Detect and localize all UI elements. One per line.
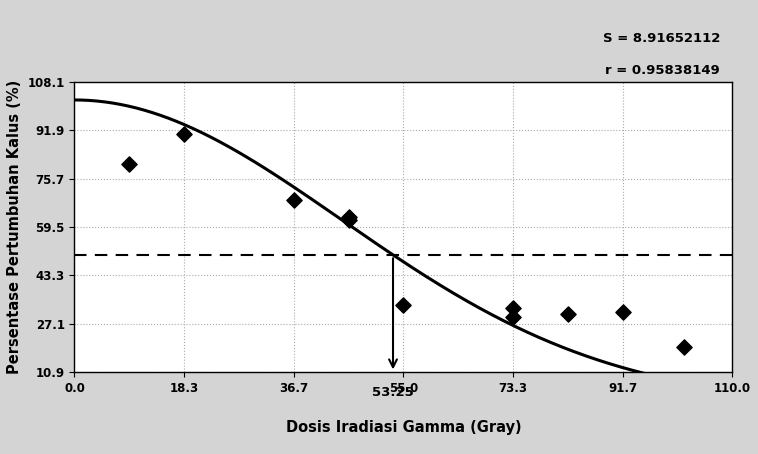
Point: [288, 197, 300, 204]
Point: [617, 309, 629, 316]
Point: [562, 310, 574, 317]
Point: [343, 213, 355, 220]
X-axis label: Dosis Iradiasi Gamma (Gray): Dosis Iradiasi Gamma (Gray): [286, 420, 522, 435]
Point: [507, 313, 519, 321]
Point: [123, 161, 135, 168]
Text: 53.25: 53.25: [372, 386, 414, 399]
Text: S = 8.91652112: S = 8.91652112: [603, 32, 720, 45]
Text: r = 0.95838149: r = 0.95838149: [606, 64, 720, 77]
Point: [343, 216, 355, 223]
Point: [507, 304, 519, 311]
Y-axis label: Persentase Pertumbuhan Kalus (%): Persentase Pertumbuhan Kalus (%): [7, 80, 22, 374]
Point: [397, 301, 409, 308]
Point: [678, 343, 690, 350]
Point: [178, 131, 190, 138]
